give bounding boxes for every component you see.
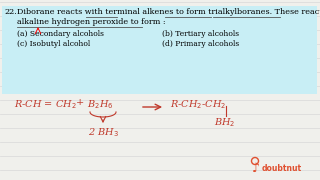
Text: R-CH$_2$-CH$_2$: R-CH$_2$-CH$_2$ [170,98,227,111]
Text: (a) Secondary alcohols: (a) Secondary alcohols [17,30,104,38]
Text: R-CH = CH$_2$: R-CH = CH$_2$ [14,98,77,111]
Text: 2 BH$_3$: 2 BH$_3$ [88,126,119,139]
Text: alkaline hydrogen peroxide to form :: alkaline hydrogen peroxide to form : [17,18,166,26]
Text: doubtnut: doubtnut [262,164,302,173]
Text: ♪: ♪ [252,162,260,175]
Text: (b) Tertiary alcohols: (b) Tertiary alcohols [162,30,239,38]
Text: 22.: 22. [4,8,17,16]
FancyBboxPatch shape [2,6,317,94]
Text: B$_2$H$_6$: B$_2$H$_6$ [87,98,114,111]
Text: (c) Isobutyl alcohol: (c) Isobutyl alcohol [17,40,90,48]
Text: +: + [76,98,84,107]
Text: BH$_2$: BH$_2$ [214,116,236,129]
Text: (d) Primary alcohols: (d) Primary alcohols [162,40,239,48]
Text: Diborane reacts with terminal alkenes to form trialkylboranes. These react with: Diborane reacts with terminal alkenes to… [17,8,320,16]
